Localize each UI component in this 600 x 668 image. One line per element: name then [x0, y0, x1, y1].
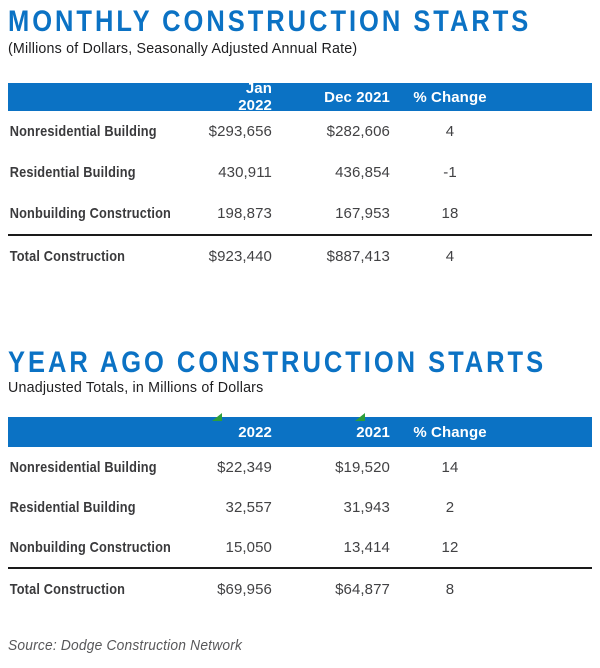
- row-value-period2: 31,943: [343, 498, 390, 516]
- row-label: Nonresidential Building: [9, 123, 157, 140]
- row-label: Residential Building: [9, 164, 136, 181]
- total-label: Total Construction: [9, 581, 126, 598]
- monthly-table-body: Nonresidential Building $293,656 $282,60…: [8, 111, 592, 277]
- year-ago-col-2021: 2021: [356, 423, 390, 441]
- year-ago-subtitle: Unadjusted Totals, in Millions of Dollar…: [8, 379, 264, 396]
- table-row: Residential Building 430,911 436,854 -1: [8, 152, 592, 193]
- total-value-change: 4: [445, 248, 455, 265]
- row-label: Nonresidential Building: [9, 458, 157, 476]
- row-value-change: 4: [445, 123, 455, 140]
- row-value-change: 12: [441, 538, 459, 556]
- table-row: Residential Building 32,557 31,943 2: [8, 487, 592, 527]
- monthly-table-header: Jan 2022 Dec 2021 % Change: [8, 80, 592, 114]
- total-label: Total Construction: [9, 248, 126, 265]
- total-value-change: 8: [445, 581, 455, 598]
- row-value-change: 14: [441, 458, 459, 476]
- row-value-period2: $282,606: [326, 123, 390, 140]
- year-ago-title: YEAR AGO CONSTRUCTION STARTS: [8, 346, 547, 379]
- row-value-period1: 32,557: [225, 498, 272, 516]
- row-label: Nonbuilding Construction: [9, 205, 172, 222]
- row-value-change: 18: [441, 205, 459, 222]
- row-value-period1: $293,656: [208, 123, 272, 140]
- row-label: Residential Building: [9, 498, 136, 516]
- green-corner-marker-icon: [355, 413, 365, 421]
- row-value-period1: 430,911: [218, 164, 272, 181]
- year-ago-table-header: 2022 2021 % Change: [8, 413, 592, 447]
- row-value-period1: 15,050: [225, 538, 272, 556]
- row-value-change: -1: [443, 164, 457, 181]
- monthly-subtitle: (Millions of Dollars, Seasonally Adjuste…: [8, 40, 358, 57]
- row-value-period1: $22,349: [217, 458, 272, 476]
- row-label: Nonbuilding Construction: [9, 538, 172, 556]
- total-value-period1: $923,440: [208, 248, 272, 265]
- year-ago-col-pct-change: % Change: [413, 423, 487, 441]
- total-value-period1: $69,956: [217, 581, 272, 598]
- year-ago-table-body: Nonresidential Building $22,349 $19,520 …: [8, 447, 592, 610]
- table-row: Nonresidential Building $293,656 $282,60…: [8, 111, 592, 152]
- total-row: Total Construction $923,440 $887,413 4: [8, 234, 592, 277]
- table-row: Nonbuilding Construction 15,050 13,414 1…: [8, 527, 592, 567]
- row-value-period2: 13,414: [343, 538, 390, 556]
- monthly-col-dec-2021: Dec 2021: [324, 88, 390, 106]
- year-ago-col-2022: 2022: [238, 423, 272, 441]
- total-value-period2: $64,877: [335, 581, 390, 598]
- monthly-col-jan-2022: Jan 2022: [238, 80, 272, 114]
- row-value-period2: 167,953: [335, 205, 390, 222]
- table-row: Nonresidential Building $22,349 $19,520 …: [8, 447, 592, 487]
- source-note: Source: Dodge Construction Network: [8, 637, 243, 654]
- green-corner-marker-icon: [212, 413, 222, 421]
- monthly-title: MONTHLY CONSTRUCTION STARTS: [8, 5, 532, 38]
- monthly-col-pct-change: % Change: [413, 88, 487, 106]
- total-value-period2: $887,413: [326, 248, 390, 265]
- row-value-period2: $19,520: [335, 458, 390, 476]
- total-row: Total Construction $69,956 $64,877 8: [8, 567, 592, 610]
- row-value-period2: 436,854: [335, 164, 390, 181]
- row-value-period1: 198,873: [217, 205, 272, 222]
- table-row: Nonbuilding Construction 198,873 167,953…: [8, 193, 592, 234]
- row-value-change: 2: [445, 498, 455, 516]
